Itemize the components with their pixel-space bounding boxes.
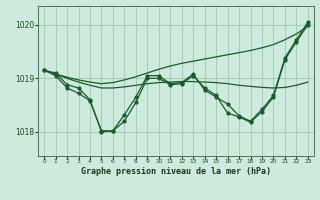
X-axis label: Graphe pression niveau de la mer (hPa): Graphe pression niveau de la mer (hPa) bbox=[81, 167, 271, 176]
